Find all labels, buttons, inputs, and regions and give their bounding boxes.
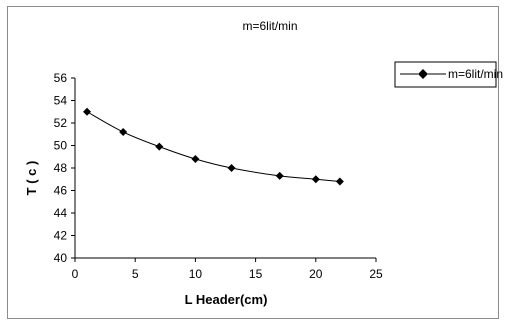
y-tick-label: 50 [54, 139, 68, 153]
data-point-diamond [227, 164, 236, 172]
y-tick-label: 52 [54, 116, 68, 130]
data-point-diamond [83, 107, 92, 116]
y-tick-label: 44 [54, 206, 68, 220]
y-axis-ticks: 40 42 44 46 48 50 52 54 56 [54, 71, 75, 265]
y-tick-label: 42 [54, 229, 68, 243]
series-layer [83, 107, 344, 186]
y-tick-label: 56 [54, 71, 68, 85]
y-tick-label: 46 [54, 184, 68, 198]
y-tick-label: 40 [54, 251, 68, 265]
data-point-diamond [119, 128, 128, 136]
data-point-diamond [311, 175, 320, 184]
axes [74, 78, 376, 259]
x-tick-label: 15 [249, 267, 263, 281]
y-tick-label: 48 [54, 161, 68, 175]
x-tick-label: 0 [72, 267, 79, 281]
x-axis-title: L Header(cm) [185, 292, 268, 307]
y-axis-title: T ( c ) [24, 161, 39, 196]
data-point-diamond [191, 155, 200, 163]
legend-marker-diamond [418, 69, 428, 79]
data-point-diamond [155, 142, 164, 151]
chart-title: m=6lit/min [242, 19, 297, 33]
series-line [86, 111, 340, 182]
y-tick-label: 54 [54, 94, 68, 108]
data-point-diamond [275, 171, 284, 180]
x-axis-ticks: 0 5 10 15 20 25 [72, 258, 383, 281]
legend: m=6lit/min [394, 61, 503, 88]
x-tick-label: 20 [309, 267, 323, 281]
chart-frame [7, 6, 499, 319]
x-tick-label: 5 [132, 267, 139, 281]
data-point-diamond [335, 177, 344, 186]
x-tick-label: 25 [369, 267, 383, 281]
legend-label: m=6lit/min [448, 67, 503, 81]
x-tick-label: 10 [189, 267, 203, 281]
